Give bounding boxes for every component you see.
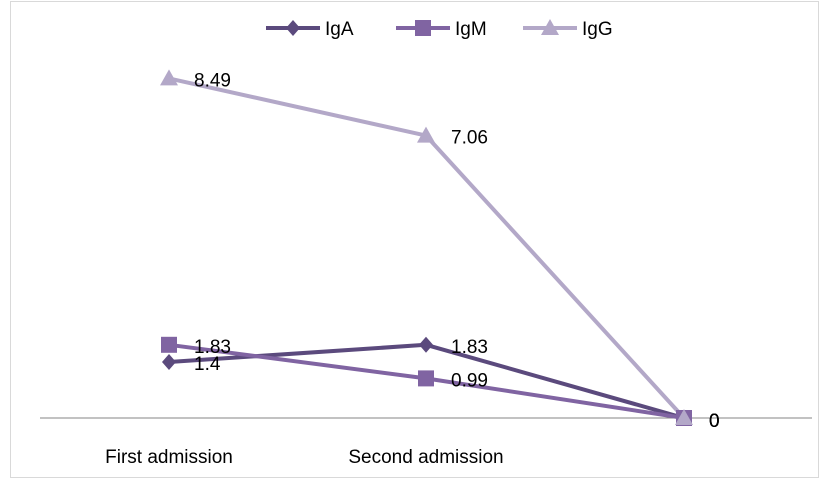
- legend-marker-igg: [541, 19, 559, 35]
- data-point-iga: [419, 336, 433, 353]
- data-label-igg: 8.49: [194, 70, 231, 91]
- data-label-igm: 0: [709, 411, 720, 432]
- data-label-igg: 0: [709, 411, 720, 432]
- data-label-iga: 1.4: [194, 354, 221, 375]
- data-label-iga: 1.83: [451, 337, 488, 358]
- data-point-igm: [418, 370, 434, 387]
- plot-area: First admission Second admission1.41.8301…: [40, 69, 812, 468]
- data-label-igm: 0.99: [451, 370, 488, 391]
- chart-frame: [10, 1, 819, 478]
- data-label-igg: 7.06: [451, 128, 488, 149]
- legend-marker-iga: [286, 20, 300, 36]
- legend-label-igm: IgM: [455, 19, 487, 40]
- data-label-igm: 1.83: [194, 337, 231, 358]
- data-point-igm: [161, 336, 177, 353]
- data-point-igg: [417, 126, 435, 143]
- data-point-igg: [675, 409, 693, 425]
- legend-marker-igm: [415, 20, 431, 36]
- legend-label-igg: IgG: [582, 19, 613, 40]
- data-label-iga: 0: [709, 411, 720, 432]
- x-tick-label: First admission: [105, 447, 233, 468]
- x-tick-label: Second admission: [348, 447, 503, 468]
- data-point-igg: [160, 69, 178, 86]
- legend: IgA IgM IgG: [266, 19, 613, 40]
- data-point-iga: [162, 354, 176, 370]
- legend-label-iga: IgA: [325, 19, 354, 40]
